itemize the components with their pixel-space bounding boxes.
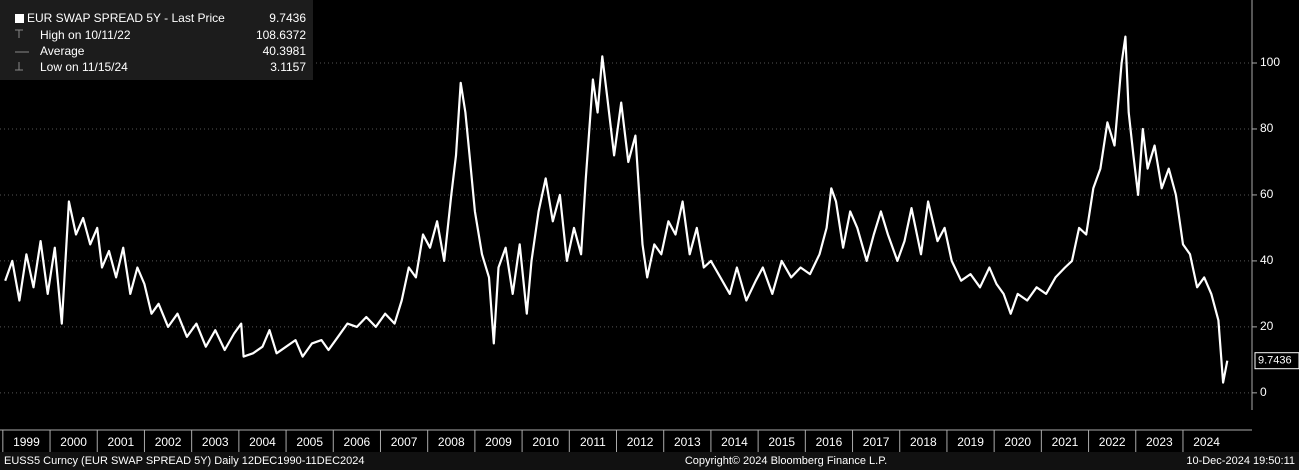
plot: 0 20 40 60 80 100 1999 2000 2001 2002 2003 2004 2005… (0, 0, 1299, 452)
footer-bar (0, 452, 1299, 470)
legend-icons (15, 29, 29, 71)
y-tick-label: 20 (1260, 319, 1274, 333)
x-tick-label: 2007 (391, 435, 418, 449)
legend-swatch (15, 14, 24, 23)
last-price-label: 9.7436 (1258, 355, 1292, 367)
legend-last: 9.7436 (269, 11, 306, 25)
x-tick-label: 2010 (532, 435, 559, 449)
x-tick-label: 1999 (13, 435, 40, 449)
x-tick-label: 2021 (1052, 435, 1079, 449)
y-tick-label: 80 (1260, 121, 1274, 135)
footer-right: 10-Dec-2024 19:50:11 (1186, 455, 1295, 467)
legend-high: 108.6372 (256, 28, 306, 42)
x-tick-label: 2016 (816, 435, 843, 449)
footer-center: Copyright© 2024 Bloomberg Finance L.P. (685, 455, 887, 467)
x-tick-label: 2009 (485, 435, 512, 449)
x-tick-label: 2006 (344, 435, 371, 449)
x-tick-label: 2023 (1146, 435, 1173, 449)
x-tick-label: 2008 (438, 435, 465, 449)
x-tick-label: 2022 (1099, 435, 1126, 449)
y-tick-label: 100 (1260, 55, 1280, 69)
footer-left: EUSS5 Curncy (EUR SWAP SPREAD 5Y) Daily … (4, 455, 365, 467)
x-tick-label: 2015 (768, 435, 795, 449)
series-line (4, 35, 1229, 384)
x-tick-label: 2017 (863, 435, 890, 449)
legend-low: 3.1157 (270, 60, 306, 74)
y-tick-label: 40 (1260, 253, 1274, 267)
legend-avg: 40.3981 (263, 44, 307, 58)
last-price-box (1254, 352, 1299, 370)
legend-avg-label: Average (40, 44, 85, 58)
legend-title: EUR SWAP SPREAD 5Y - Last Price (27, 11, 225, 25)
x-tick-label: 2002 (155, 435, 182, 449)
x-tick-label: 2011 (580, 435, 606, 449)
x-tick-label: 2000 (60, 435, 87, 449)
x-tick-label: 2004 (249, 435, 276, 449)
x-tick-label: 2013 (674, 435, 701, 449)
y-tick-label: 0 (1260, 385, 1267, 399)
x-tick-label: 2003 (202, 435, 229, 449)
x-tick-label: 2012 (627, 435, 654, 449)
y-tick-label: 60 (1260, 187, 1274, 201)
x-tick-label: 2018 (910, 435, 937, 449)
x-tick-label: 2024 (1193, 435, 1220, 449)
x-tick-label: 2005 (296, 435, 323, 449)
x-tick-label: 2019 (957, 435, 984, 449)
legend-low-label: Low on 11/15/24 (40, 60, 128, 74)
x-tick-label: 2020 (1004, 435, 1031, 449)
legend-box (0, 0, 313, 80)
x-tick-label: 2001 (107, 435, 134, 449)
x-tick-label: 2014 (721, 435, 748, 449)
legend-high-label: High on 10/11/22 (40, 28, 131, 42)
